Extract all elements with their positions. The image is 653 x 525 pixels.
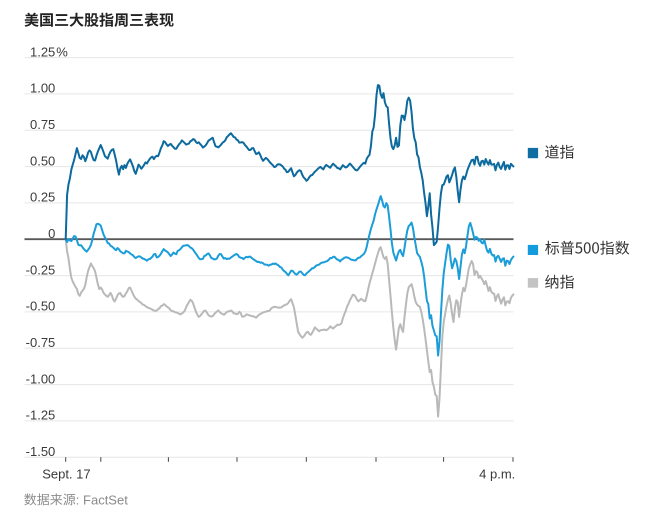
svg-text:0.75: 0.75 — [30, 117, 55, 132]
svg-text:1.25: 1.25 — [30, 44, 55, 59]
svg-text:: FactSet: : FactSet — [76, 492, 128, 507]
svg-text:-1.50: -1.50 — [26, 444, 56, 459]
svg-text:Sept. 17: Sept. 17 — [42, 467, 90, 482]
svg-text:0: 0 — [48, 226, 55, 241]
svg-text:-0.50: -0.50 — [26, 299, 56, 314]
svg-text:1.00: 1.00 — [30, 81, 55, 96]
svg-text:-1.00: -1.00 — [26, 371, 56, 386]
svg-text:-0.25: -0.25 — [26, 262, 56, 277]
svg-text:4 p.m.: 4 p.m. — [479, 467, 515, 482]
svg-text:%: % — [56, 44, 68, 59]
svg-text:-0.75: -0.75 — [26, 335, 56, 350]
svg-text:-1.25: -1.25 — [26, 408, 56, 423]
svg-text:0.25: 0.25 — [30, 190, 55, 205]
svg-text:0.50: 0.50 — [30, 153, 55, 168]
